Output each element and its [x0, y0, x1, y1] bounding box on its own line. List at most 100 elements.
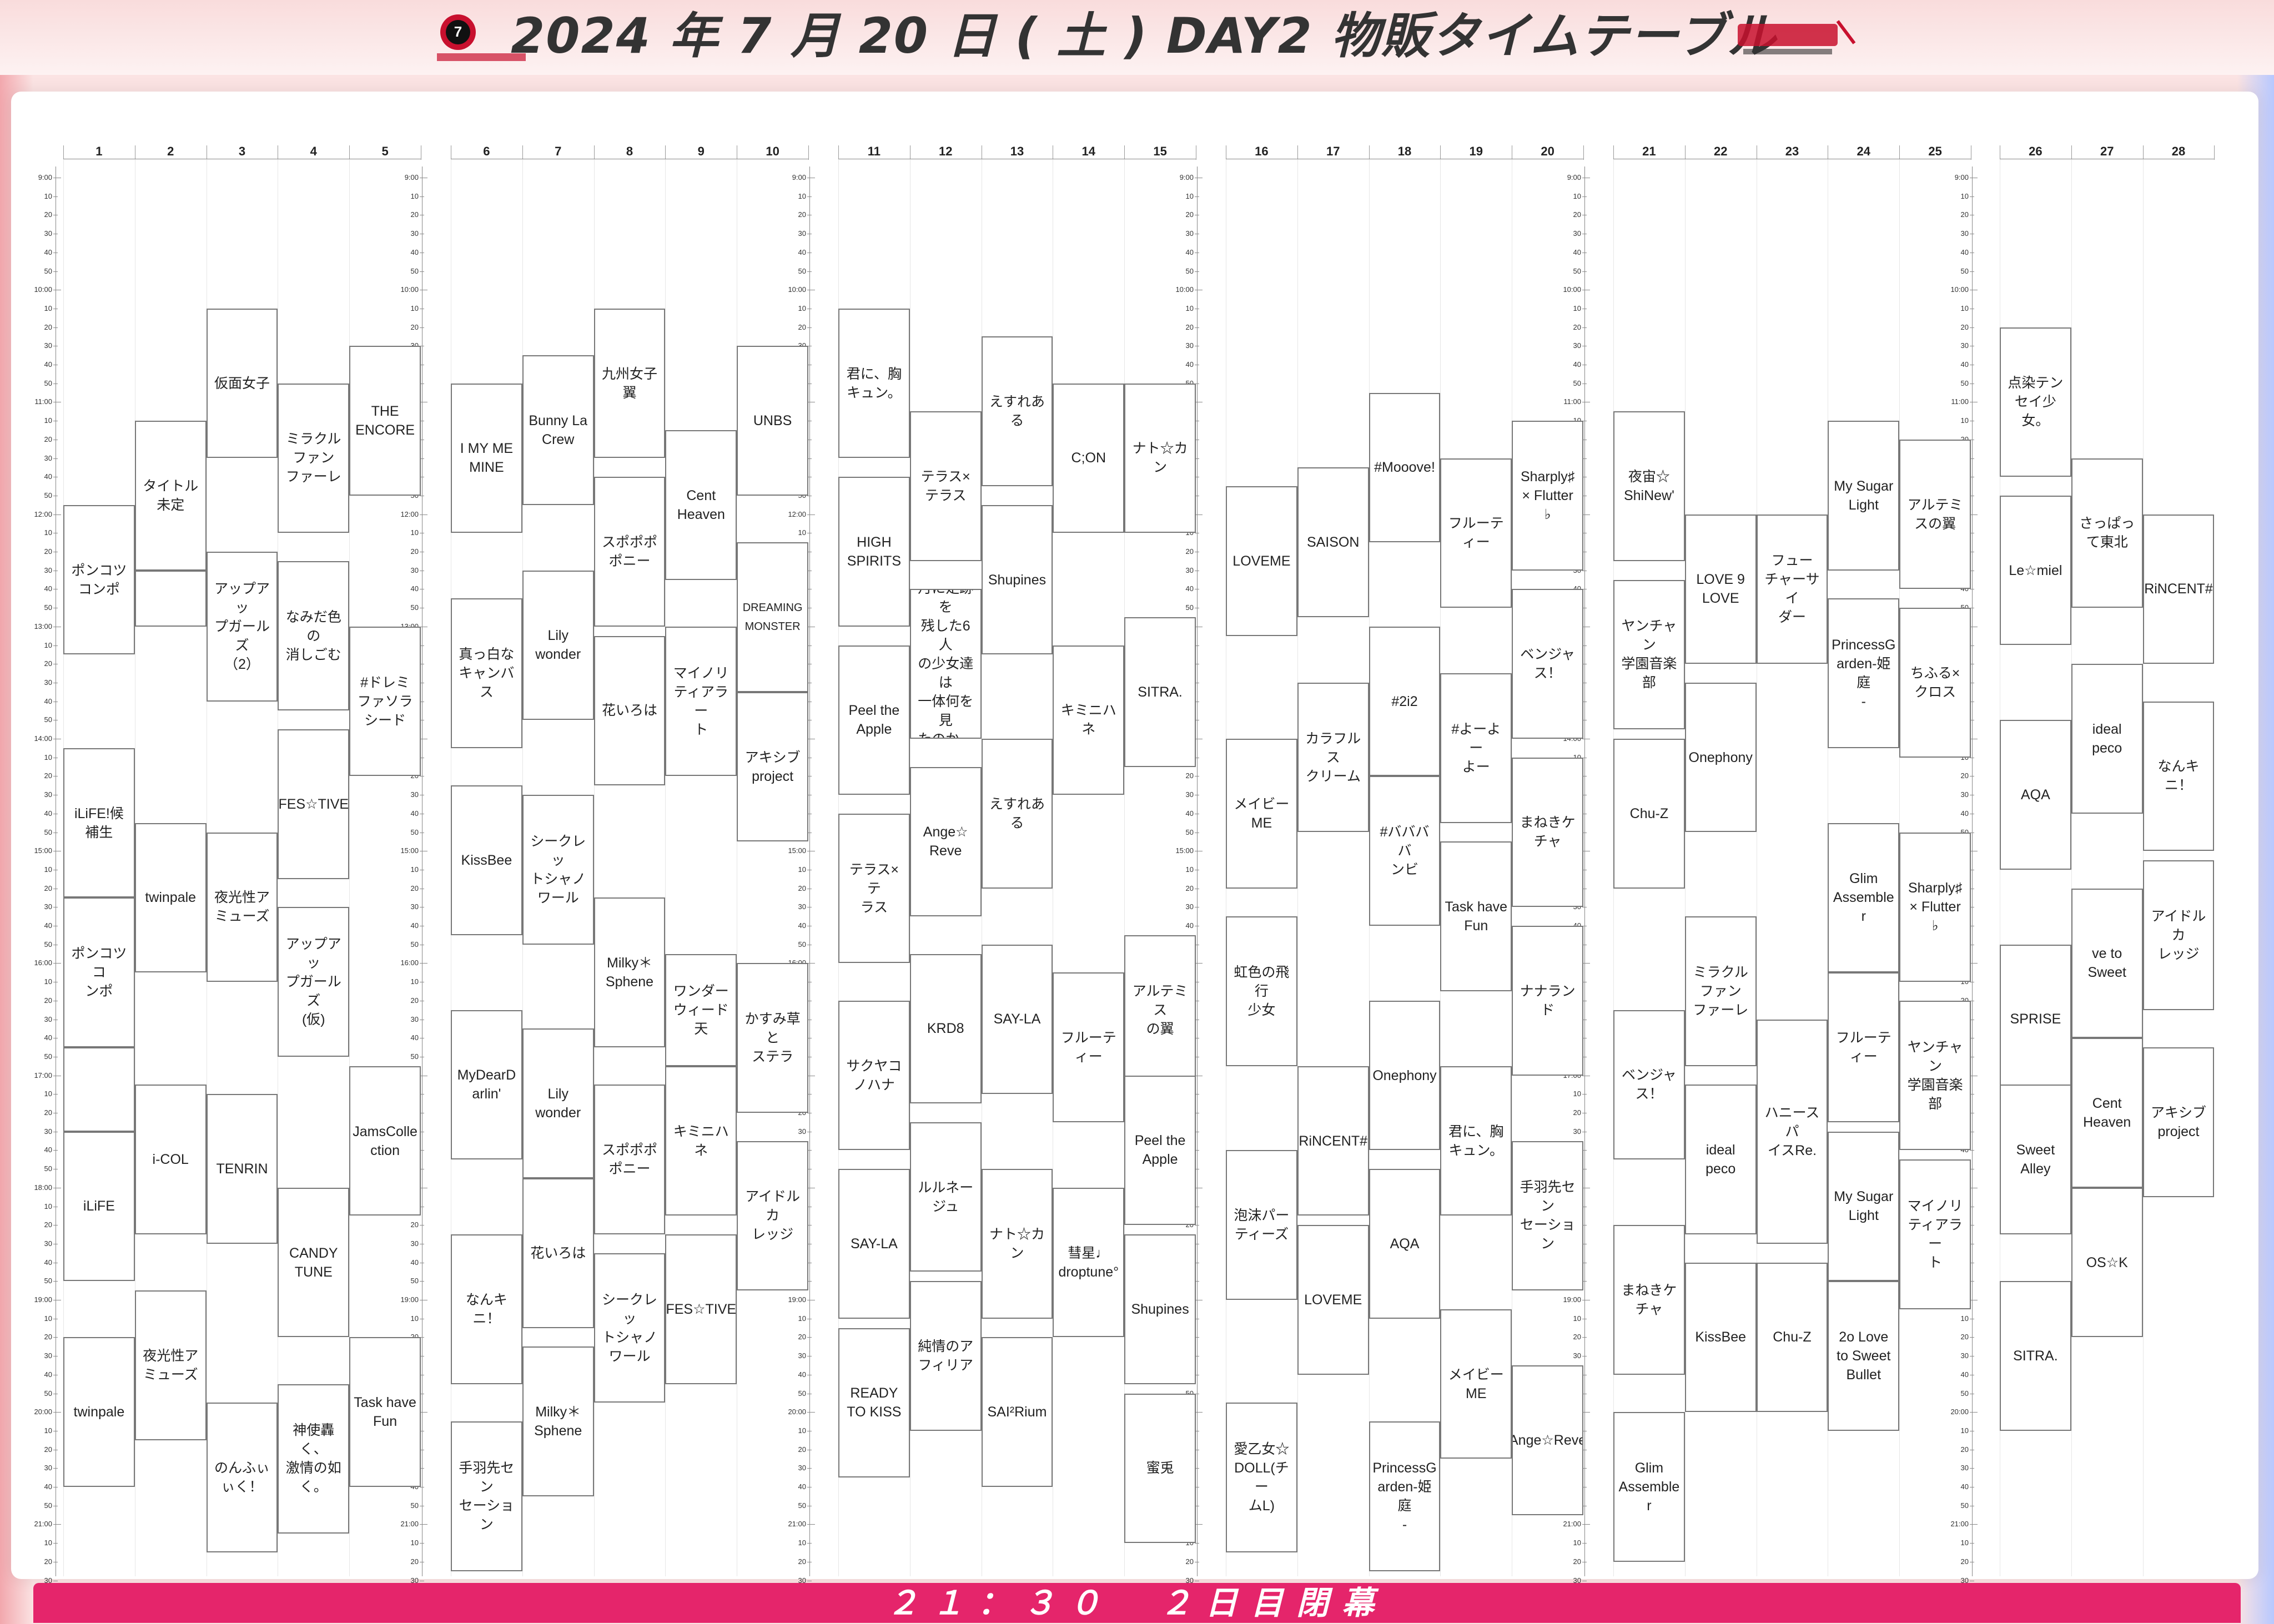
performance-slot[interactable]: Peel the Apple	[1124, 1075, 1196, 1225]
performance-slot[interactable]: 虹色の飛行 少女	[1226, 916, 1297, 1066]
performance-slot[interactable]: i-COL	[134, 1085, 207, 1235]
performance-slot[interactable]: メイビー ME	[1440, 1309, 1512, 1459]
performance-slot[interactable]: フルーティー	[1828, 972, 1900, 1122]
performance-slot[interactable]: 泡沫パー ティーズ	[1226, 1150, 1297, 1300]
performance-slot[interactable]: キミニハネ	[665, 1066, 737, 1216]
performance-slot[interactable]: iLiFE!候補生	[63, 748, 135, 898]
performance-slot[interactable]: 君に、胸 キュン。	[838, 308, 910, 458]
performance-slot[interactable]: アルテミス の翼	[1124, 935, 1196, 1085]
performance-slot[interactable]: I MY ME MINE	[451, 383, 522, 533]
performance-slot[interactable]: アルテミスの翼	[1899, 439, 1971, 589]
performance-slot[interactable]: ヤンチャン 学園音楽部	[1613, 579, 1685, 730]
performance-slot[interactable]: twinpale	[63, 1337, 135, 1487]
performance-slot[interactable]: のんふぃぃく！	[206, 1403, 278, 1552]
performance-slot[interactable]: 夜宙☆ ShiNew'	[1613, 411, 1685, 561]
performance-slot[interactable]: 2o Love to Sweet Bullet	[1828, 1281, 1900, 1431]
performance-slot[interactable]: THE ENCORE	[349, 346, 421, 496]
performance-slot[interactable]: テラス×テ ラス	[838, 813, 910, 964]
performance-slot[interactable]: アイドルカ レッジ	[2142, 860, 2215, 1010]
performance-slot[interactable]: ideal peco	[1684, 1085, 1757, 1235]
performance-slot[interactable]: TENRIN	[206, 1094, 278, 1244]
performance-slot[interactable]: AQA	[1369, 1169, 1441, 1319]
performance-slot[interactable]: ヤンチャン 学園音楽部	[1899, 1000, 1971, 1151]
performance-slot[interactable]: FES☆TIVE	[665, 1234, 737, 1384]
performance-slot[interactable]: KissBee	[1684, 1262, 1757, 1413]
performance-slot[interactable]: 真っ白な キャンバス	[451, 598, 522, 748]
performance-slot[interactable]: twinpale	[134, 823, 207, 973]
performance-slot[interactable]: Milky＊ Sphene	[522, 1346, 594, 1496]
performance-slot[interactable]: シークレッ トシャノ ワール	[522, 795, 594, 945]
performance-slot[interactable]: Onephony	[1369, 1000, 1441, 1151]
performance-slot[interactable]: LOVEME	[1226, 486, 1297, 636]
performance-slot[interactable]: 仮面女子	[206, 308, 278, 458]
performance-slot[interactable]: Task have Fun	[1440, 841, 1512, 991]
performance-slot[interactable]: 蜜兎	[1124, 1393, 1196, 1544]
performance-slot[interactable]: マイノリ ティアラー ト	[665, 626, 737, 776]
performance-slot[interactable]: #Mooove!	[1369, 392, 1441, 543]
performance-slot[interactable]: Sharply♯ × Flutter ♭	[1512, 421, 1583, 571]
performance-slot[interactable]: READY TO KISS	[838, 1328, 910, 1478]
performance-slot[interactable]: キミニハネ	[1053, 645, 1125, 795]
performance-slot[interactable]: ワンダー ウィード 天	[665, 954, 737, 1066]
performance-slot[interactable]: SAY-LA	[981, 944, 1053, 1095]
performance-slot[interactable]: ナナランド	[1512, 926, 1583, 1076]
performance-slot[interactable]: Shupines	[981, 505, 1053, 655]
performance-slot[interactable]: Onephony	[1684, 682, 1757, 833]
performance-slot[interactable]: Task have Fun	[349, 1337, 421, 1487]
performance-slot[interactable]: 月に足跡を 残した6人 の少女達は 一体何を見 たのか…	[909, 589, 982, 739]
performance-slot[interactable]	[134, 570, 207, 627]
performance-slot[interactable]: LOVEME	[1297, 1225, 1369, 1375]
performance-slot[interactable]: iLiFE	[63, 1131, 135, 1282]
performance-slot[interactable]: なみだ色の 消しごむ	[278, 561, 350, 711]
performance-slot[interactable]: DREAMING MONSTER	[737, 542, 808, 692]
performance-slot[interactable]: スポポポポニー	[593, 1085, 666, 1235]
performance-slot[interactable]: FES☆TIVE	[278, 729, 350, 879]
performance-slot[interactable]: 夜光性ア ミューズ	[134, 1290, 207, 1440]
performance-slot[interactable]: 花いろは	[522, 1178, 594, 1328]
performance-slot[interactable]: Lily wonder	[522, 1028, 594, 1178]
performance-slot[interactable]: AQA	[2000, 720, 2071, 870]
performance-slot[interactable]: 花いろは	[593, 636, 666, 786]
performance-slot[interactable]: OS☆K	[2071, 1187, 2143, 1338]
performance-slot[interactable]: Cent Heaven	[665, 430, 737, 580]
performance-slot[interactable]: フルーティー	[1440, 458, 1512, 608]
performance-slot[interactable]: えすれある	[981, 336, 1053, 487]
performance-slot[interactable]: なんキニ！	[451, 1234, 522, 1384]
performance-slot[interactable]: Chu-Z	[1756, 1262, 1828, 1413]
performance-slot[interactable]: LOVE 9 LOVE	[1684, 514, 1757, 664]
performance-slot[interactable]: アキシブ project	[737, 692, 808, 842]
performance-slot[interactable]: Ange☆Reve	[1512, 1365, 1583, 1515]
performance-slot[interactable]: Shupines	[1124, 1234, 1196, 1384]
performance-slot[interactable]: Ange☆ Reve	[909, 766, 982, 917]
performance-slot[interactable]: 九州女子翼	[593, 308, 666, 458]
performance-slot[interactable]: RiNCENT#	[1297, 1066, 1369, 1216]
performance-slot[interactable]: なんキニ！	[2142, 701, 2215, 851]
performance-slot[interactable]: ミラクル ファン ファーレ	[278, 383, 350, 533]
performance-slot[interactable]: ideal peco	[2071, 664, 2143, 814]
performance-slot[interactable]: KissBee	[451, 785, 522, 935]
performance-slot[interactable]: ナト☆カン	[1124, 383, 1196, 533]
performance-slot[interactable]: 点染テンセイ少女。	[2000, 327, 2071, 477]
performance-slot[interactable]: C;ON	[1053, 383, 1125, 533]
performance-slot[interactable]: ve to Sweet	[2071, 888, 2143, 1038]
performance-slot[interactable]: 手羽先セン セーション	[1512, 1141, 1583, 1291]
performance-slot[interactable]: ナト☆カン	[981, 1169, 1053, 1319]
performance-slot[interactable]: RiNCENT#	[2142, 514, 2215, 664]
performance-slot[interactable]: アキシブproject	[2142, 1047, 2215, 1197]
performance-slot[interactable]: アップアッ プガールズ (仮)	[278, 907, 350, 1057]
performance-slot[interactable]: PrincessG arden-姫庭 -	[1369, 1421, 1441, 1571]
performance-slot[interactable]: テラス×テラス	[909, 411, 982, 561]
performance-slot[interactable]: 神使轟く、 激情の如 く。	[278, 1384, 350, 1534]
performance-slot[interactable]: PrincessG arden-姫庭 -	[1828, 598, 1900, 748]
performance-slot[interactable]: SITRA.	[2000, 1281, 2071, 1431]
performance-slot[interactable]: My Sugar Light	[1828, 421, 1900, 571]
performance-slot[interactable]: ポンコツコ ンポ	[63, 897, 135, 1048]
performance-slot[interactable]: タイトル未定	[134, 421, 207, 571]
performance-slot[interactable]: マイノリ ティアラー ト	[1899, 1159, 1971, 1309]
performance-slot[interactable]: アップアッ プガールズ （2）	[206, 552, 278, 702]
performance-slot[interactable]: CANDY TUNE	[278, 1187, 350, 1338]
performance-slot[interactable]: My Sugar Light	[1828, 1131, 1900, 1282]
performance-slot[interactable]: MyDearD arlin'	[451, 1010, 522, 1160]
performance-slot[interactable]: Glim Assemble r	[1828, 823, 1900, 973]
performance-slot[interactable]: ミラクル ファン ファーレ	[1684, 916, 1757, 1066]
